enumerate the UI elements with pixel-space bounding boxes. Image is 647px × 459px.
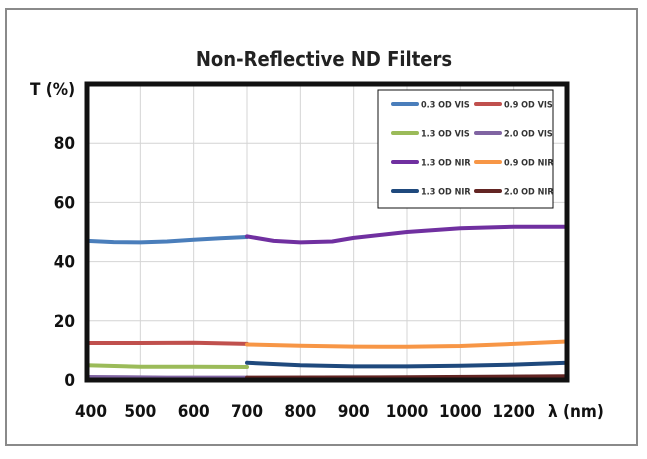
x-tick-label: 900	[338, 402, 370, 422]
legend-label: 0.3 OD VIS	[421, 101, 470, 111]
chart-title: Non-Reflective ND Filters	[196, 47, 452, 71]
series-line	[85, 363, 249, 369]
x-tick-label: 1000	[386, 402, 429, 422]
legend-label: 1.3 OD NIR	[421, 159, 471, 169]
series-line	[85, 235, 249, 245]
x-tick-label: 1000	[439, 402, 482, 422]
legend-label: 0.9 OD VIS	[504, 101, 553, 111]
series-line	[245, 360, 569, 369]
x-axis-label: λ (nm)	[548, 402, 604, 422]
series-line	[245, 374, 569, 380]
y-tick-label: 40	[54, 253, 75, 273]
y-axis-label: T (%)	[30, 80, 75, 100]
y-tick-label: 60	[54, 193, 75, 213]
x-tick-label: 400	[75, 402, 107, 422]
legend-label: 2.0 OD NIR	[504, 188, 554, 198]
series-line	[245, 339, 569, 349]
series-line	[245, 224, 569, 245]
x-tick-label: 500	[124, 402, 156, 422]
legend-label: 1.3 OD VIS	[421, 130, 470, 140]
plot-border	[84, 81, 570, 383]
x-tick-label: 800	[284, 402, 316, 422]
y-tick-label: 20	[54, 312, 75, 332]
x-tick-label: 600	[178, 402, 210, 422]
series-line	[85, 340, 249, 346]
legend-label: 2.0 OD VIS	[504, 130, 553, 140]
x-tick-label: 1200	[492, 402, 535, 422]
chart-frame	[5, 8, 638, 446]
legend-label: 1.3 OD NIR	[421, 188, 471, 198]
y-tick-label: 0	[64, 371, 75, 391]
y-tick-label: 80	[54, 134, 75, 154]
legend-label: 0.9 OD NIR	[504, 159, 554, 169]
x-tick-label: 700	[231, 402, 263, 422]
legend-box	[377, 89, 554, 209]
